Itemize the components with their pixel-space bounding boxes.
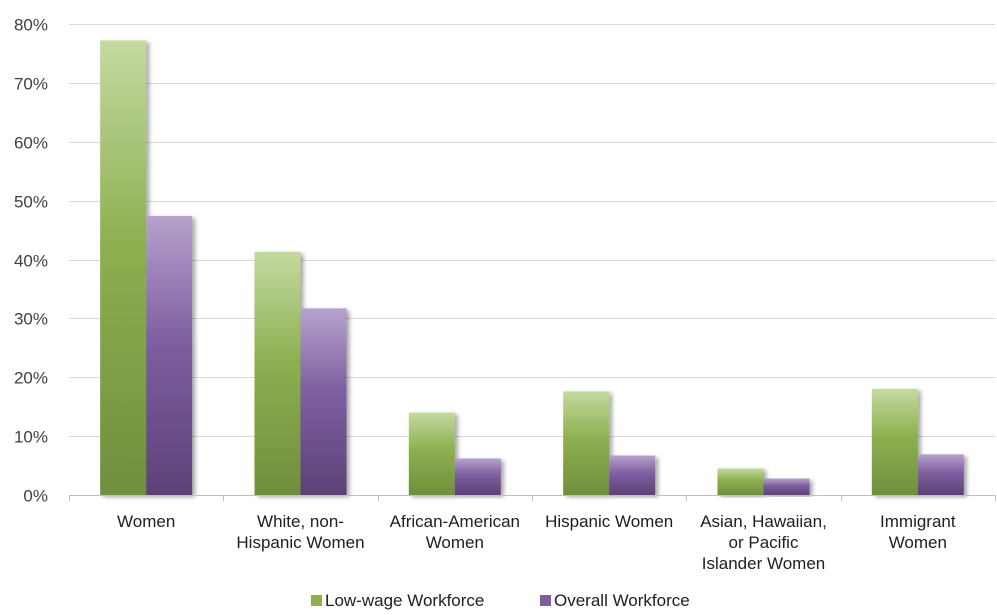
category-label-line: Immigrant <box>880 512 956 531</box>
category-label-line: African-American <box>390 512 520 531</box>
category-label-line: Islander Women <box>702 554 825 573</box>
y-tick-label: 70% <box>14 75 48 94</box>
legend-swatch-overall <box>540 595 551 606</box>
category-label-line: White, non- <box>257 512 344 531</box>
legend-swatch-low-wage <box>311 595 322 606</box>
bar-low-wage <box>254 251 301 495</box>
bar-overall <box>763 478 810 495</box>
bar-overall <box>917 454 964 495</box>
category-label: White, non- Hispanic Women <box>236 512 364 552</box>
category-label: Hispanic Women <box>545 512 673 531</box>
bar-low-wage <box>100 40 147 496</box>
legend-label-overall: Overall Workforce <box>554 591 690 610</box>
bars <box>100 40 964 496</box>
y-tick-label: 40% <box>14 252 48 271</box>
category-label-line: Asian, Hawaiian, <box>700 512 827 531</box>
category-label: Women <box>117 512 175 531</box>
category-label-line: Women <box>889 533 947 552</box>
category-label: Asian, Hawaiian, or Pacific Islander Women <box>700 512 827 573</box>
bar-low-wage <box>871 389 918 495</box>
y-tick-label: 0% <box>23 487 48 506</box>
x-axis: Women White, non- Hispanic Women African-Am… <box>69 495 996 573</box>
bar-overall <box>454 458 501 495</box>
bar-low-wage <box>408 412 455 495</box>
category-label-line: Women <box>426 533 484 552</box>
bar-overall <box>609 455 656 495</box>
category-label-line: or Pacific <box>729 533 799 552</box>
category-label: African-American Women <box>390 512 520 552</box>
bar-low-wage <box>717 468 764 495</box>
y-axis: 0% 10% 20% 30% 40% 50% 60% 70% 80% <box>14 16 48 506</box>
y-tick-label: 10% <box>14 428 48 447</box>
legend: Low-wage Workforce Overall Workforce <box>311 591 690 610</box>
category-label-line: Hispanic Women <box>545 512 673 531</box>
gridlines <box>69 24 995 437</box>
category-label: Immigrant Women <box>880 512 956 552</box>
category-label-line: Women <box>117 512 175 531</box>
y-tick-label: 80% <box>14 16 48 35</box>
bar-overall <box>146 215 193 495</box>
y-tick-label: 60% <box>14 134 48 153</box>
category-label-line: Hispanic Women <box>236 533 364 552</box>
bar-low-wage <box>563 391 610 495</box>
bar-overall <box>300 308 347 495</box>
y-tick-label: 20% <box>14 369 48 388</box>
y-tick-label: 50% <box>14 193 48 212</box>
y-tick-label: 30% <box>14 310 48 329</box>
legend-label-low-wage: Low-wage Workforce <box>325 591 484 610</box>
